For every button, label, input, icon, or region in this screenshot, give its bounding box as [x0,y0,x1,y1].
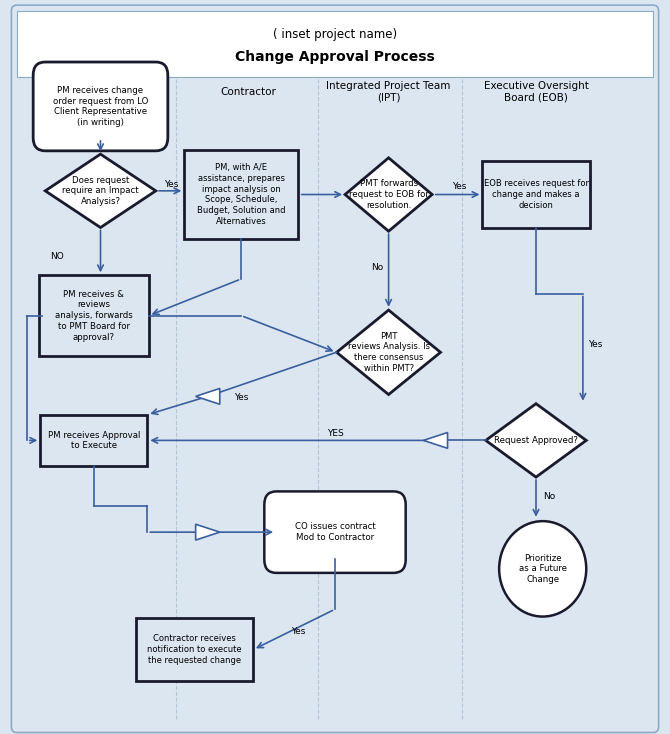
Text: Integrated Project Team
(IPT): Integrated Project Team (IPT) [326,81,451,103]
Polygon shape [196,388,220,404]
Text: Request Approved?: Request Approved? [494,436,578,445]
Text: ( inset project name): ( inset project name) [273,28,397,41]
Text: Executive Oversight
Board (EOB): Executive Oversight Board (EOB) [484,81,588,103]
Polygon shape [196,524,220,540]
Text: CO issues contract
Mod to Contractor: CO issues contract Mod to Contractor [295,523,375,542]
Text: PM receives Approval
to Execute: PM receives Approval to Execute [48,431,140,450]
Text: PM receives &
reviews
analysis, forwards
to PMT Board for
approval?: PM receives & reviews analysis, forwards… [55,290,133,341]
Polygon shape [486,404,586,477]
Text: Yes: Yes [164,180,179,189]
Text: PMT
reviews Analysis. Is
there consensus
within PMT?: PMT reviews Analysis. Is there consensus… [348,332,429,373]
Text: Project Manager(PM): Project Manager(PM) [46,87,155,97]
FancyBboxPatch shape [40,415,147,466]
Text: Change Approval Process: Change Approval Process [235,50,435,65]
Text: Yes: Yes [234,393,249,402]
Text: EOB receives request for
change and makes a
decision: EOB receives request for change and make… [484,179,588,210]
Text: PMT forwards
request to EOB for
resolution.: PMT forwards request to EOB for resoluti… [348,179,429,210]
FancyBboxPatch shape [39,275,149,356]
FancyBboxPatch shape [17,11,653,77]
Polygon shape [45,154,155,228]
FancyBboxPatch shape [184,150,298,239]
FancyBboxPatch shape [33,62,168,151]
Polygon shape [423,432,448,448]
Polygon shape [336,310,441,395]
Text: NO: NO [50,252,64,261]
Text: No: No [543,493,555,501]
Polygon shape [345,158,432,231]
FancyBboxPatch shape [135,618,253,681]
Text: PM receives change
order request from LO
Client Representative
(in writing): PM receives change order request from LO… [53,86,148,127]
Text: YES: YES [327,429,343,437]
Text: Contractor: Contractor [220,87,276,97]
FancyBboxPatch shape [11,5,659,733]
Text: No: No [371,263,383,272]
FancyBboxPatch shape [482,161,590,228]
Text: Does request
require an Impact
Analysis?: Does request require an Impact Analysis? [62,175,139,206]
Text: Yes: Yes [588,341,602,349]
FancyBboxPatch shape [264,492,405,573]
Text: PM, with A/E
assistance, prepares
impact analysis on
Scope, Schedule,
Budget, So: PM, with A/E assistance, prepares impact… [197,163,285,226]
Text: Yes: Yes [291,627,306,636]
Text: Prioritize
as a Future
Change: Prioritize as a Future Change [519,553,567,584]
Circle shape [499,521,586,617]
Text: Contractor receives
notification to execute
the requested change: Contractor receives notification to exec… [147,634,242,665]
Text: Yes: Yes [452,182,466,191]
